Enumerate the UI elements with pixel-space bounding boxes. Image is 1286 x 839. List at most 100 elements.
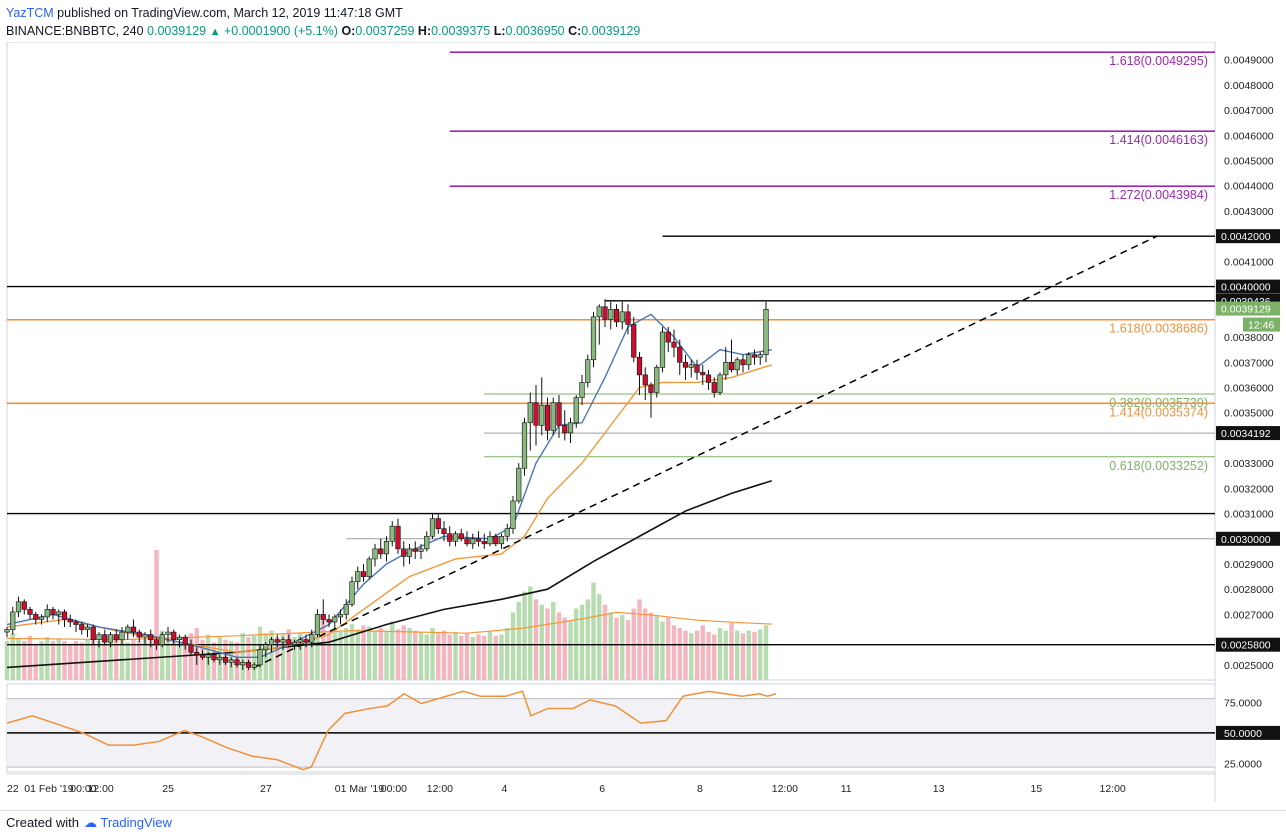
- volume-bar: [73, 641, 79, 680]
- volume-bar: [372, 630, 378, 680]
- volume-bar: [246, 637, 251, 680]
- candle-body: [337, 614, 344, 618]
- y-tick-label: 0.0044000: [1224, 181, 1274, 193]
- candle-body: [694, 364, 700, 373]
- volume-bar: [487, 630, 493, 680]
- candle-body: [217, 657, 223, 661]
- candle-body: [751, 354, 758, 358]
- volume-bar: [125, 642, 130, 680]
- volume-bar: [338, 631, 343, 680]
- y-tick-label: 0.0049000: [1224, 55, 1274, 67]
- author-link[interactable]: YazTCM: [6, 6, 54, 20]
- candle-body: [458, 533, 464, 540]
- volume-bar: [269, 630, 274, 680]
- candle-body: [567, 422, 574, 434]
- candle-body: [199, 654, 206, 658]
- high-label: H:: [417, 24, 432, 38]
- rsi-level-label: 50.0000: [1224, 728, 1262, 740]
- candle-body: [585, 359, 591, 383]
- volume-bar: [39, 641, 44, 680]
- candle-body: [228, 659, 234, 663]
- volume-bar: [447, 634, 452, 680]
- volume-bar: [551, 602, 556, 680]
- y-tick-label: 0.0043000: [1224, 206, 1274, 218]
- volume-bar: [591, 582, 596, 680]
- volume-bar: [510, 612, 516, 680]
- candle-body: [257, 649, 263, 666]
- volume-bar: [344, 628, 349, 680]
- fib-level-label: 1.272(0.0043984): [1109, 188, 1208, 202]
- x-tick-label: 11: [841, 783, 852, 795]
- fib-level-label: 1.414(0.0046163): [1109, 133, 1208, 147]
- rsi-tick-label: 25.0000: [1224, 758, 1262, 770]
- volume-bar: [740, 633, 746, 680]
- tradingview-logo[interactable]: ☁ TradingView: [84, 815, 172, 831]
- price-chart-svg[interactable]: 1.618(0.0049295) 1.414(0.0046163) 1.272(0.…: [0, 42, 1286, 808]
- candle-body: [682, 361, 689, 368]
- volume-bar: [579, 604, 585, 680]
- volume-bar: [142, 639, 148, 680]
- y-tick-label: 0.0048000: [1224, 80, 1274, 92]
- x-tick-label: 12:00: [427, 783, 453, 795]
- candle-body: [688, 364, 694, 368]
- price-change: +0.0001900 (+5.1%): [223, 24, 338, 38]
- volume-bar: [516, 602, 521, 680]
- publish-line: YazTCM published on TradingView.com, Mar…: [6, 6, 403, 20]
- volume-bar: [441, 630, 447, 680]
- symbol-label[interactable]: BINANCE:BNBBTC, 240: [6, 24, 144, 38]
- candle-body: [314, 614, 321, 635]
- volume-bar: [505, 628, 510, 680]
- volume-bar: [240, 633, 245, 680]
- candle-body: [142, 634, 148, 638]
- volume-bar: [706, 631, 711, 680]
- volume-bar: [91, 638, 96, 680]
- candle-body: [332, 616, 338, 623]
- volume-bar: [315, 617, 320, 680]
- volume-bar: [476, 634, 481, 680]
- x-tick-label: 13: [933, 783, 945, 795]
- volume-bar: [85, 639, 90, 680]
- volume-bar: [585, 599, 590, 680]
- volume-bar: [470, 637, 475, 680]
- candle-body: [602, 306, 608, 320]
- volume-bar: [401, 625, 406, 680]
- candle-body: [596, 306, 602, 318]
- volume-bar: [62, 641, 67, 680]
- candle-body: [429, 518, 436, 537]
- x-tick-label: 22: [7, 783, 19, 795]
- volume-bar: [68, 643, 73, 680]
- candle-body: [418, 548, 424, 552]
- candle-body: [654, 367, 660, 393]
- price-tag-label: 0.0042000: [1221, 231, 1271, 243]
- candle-body: [613, 309, 620, 323]
- candle-body: [544, 404, 551, 431]
- volume-bar: [666, 617, 671, 680]
- volume-bar: [4, 641, 10, 680]
- candle-body: [406, 548, 413, 557]
- volume-bar: [154, 550, 159, 680]
- y-tick-label: 0.0038000: [1224, 332, 1274, 344]
- volume-bar: [723, 630, 728, 680]
- symbol-line: BINANCE:BNBBTC, 240 0.0039129 ▲ +0.00019…: [6, 24, 640, 38]
- candle-body: [539, 404, 545, 426]
- volume-bar: [459, 635, 464, 680]
- candle-body: [182, 636, 188, 645]
- price-tag-label: 0.0039129: [1221, 304, 1271, 316]
- price-tag-label: 0.0030000: [1221, 534, 1271, 546]
- volume-bar: [654, 615, 659, 680]
- x-tick-label: 00:00: [70, 783, 96, 795]
- candle-body: [136, 631, 142, 638]
- candle-body: [510, 500, 516, 529]
- candle-body: [102, 634, 108, 643]
- volume-bar: [10, 633, 15, 680]
- candle-body: [424, 535, 430, 550]
- candle-body: [280, 639, 286, 643]
- price-tag-box: [1216, 279, 1280, 294]
- candle-body: [723, 361, 729, 376]
- low-label: L:: [493, 24, 506, 38]
- candle-body: [165, 631, 171, 635]
- volume-bar: [355, 629, 360, 680]
- candle-body: [728, 361, 735, 371]
- volume-bar: [499, 634, 504, 680]
- chart-area[interactable]: 1.618(0.0049295) 1.414(0.0046163) 1.272(0.…: [0, 42, 1286, 808]
